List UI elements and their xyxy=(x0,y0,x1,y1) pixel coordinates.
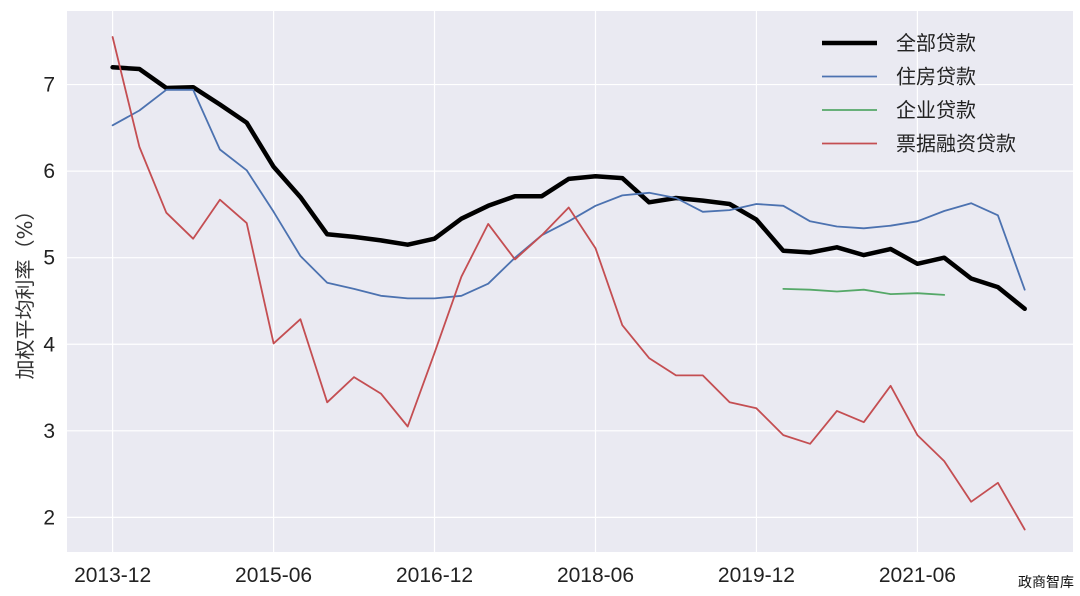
series-layer xyxy=(110,36,1027,531)
legend-label: 全部贷款 xyxy=(896,31,976,55)
y-tick-label: 4 xyxy=(43,333,55,356)
x-axis-ticks: 2013-12 2015-06 2016-12 2018-06 2019-12 2021-… xyxy=(74,564,956,587)
grid-lines xyxy=(67,11,1073,552)
legend-label: 企业贷款 xyxy=(896,98,976,122)
series-line-1 xyxy=(111,88,1026,300)
y-tick-label: 5 xyxy=(43,247,55,270)
y-tick-label: 7 xyxy=(43,74,55,97)
legend-label: 票据融资贷款 xyxy=(896,132,1016,156)
x-tick-label: 2021-06 xyxy=(879,564,956,587)
plot-area xyxy=(67,11,1073,552)
x-tick-label: 2016-12 xyxy=(396,564,473,587)
y-axis-label: 加权平均利率（%） xyxy=(13,200,37,379)
series-line-0 xyxy=(110,65,1027,312)
x-tick-label: 2019-12 xyxy=(718,564,795,587)
y-axis-ticks: 2 3 4 5 6 7 xyxy=(43,74,55,530)
y-tick-label: 2 xyxy=(43,506,55,529)
x-tick-label: 2018-06 xyxy=(557,564,634,587)
y-tick-label: 6 xyxy=(43,160,55,183)
y-tick-label: 3 xyxy=(43,420,55,443)
x-tick-label: 2013-12 xyxy=(74,564,151,587)
series-line-3 xyxy=(111,36,1026,531)
x-tick-label: 2015-06 xyxy=(235,564,312,587)
legend-label: 住房贷款 xyxy=(896,65,976,89)
watermark: 政商智库 xyxy=(1018,575,1074,591)
